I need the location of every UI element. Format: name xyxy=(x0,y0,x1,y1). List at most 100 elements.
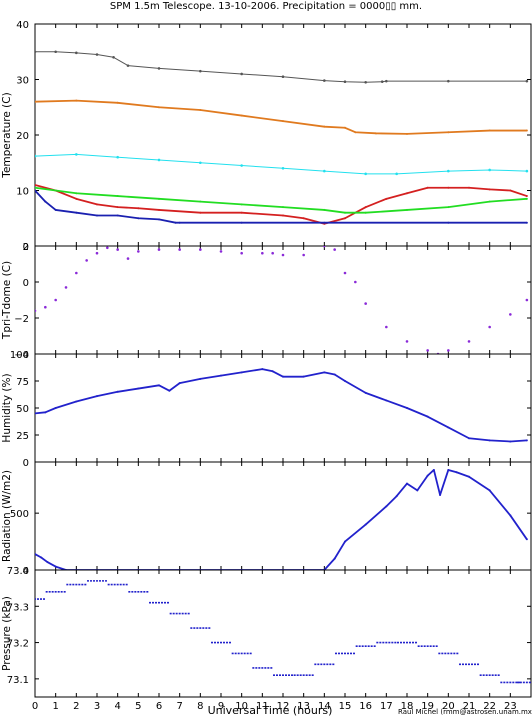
panel-5: 73.173.273.373.40 1 2 3 4 5 6 7 8 9 10 11 12 13 14 15 16… xyxy=(1,566,532,712)
data-point xyxy=(116,195,119,198)
y-tick-label: 73.4 xyxy=(7,566,29,577)
data-point xyxy=(158,106,160,109)
y-tick-label: −2 xyxy=(14,314,29,325)
data-point xyxy=(344,217,346,220)
plot-frame xyxy=(34,353,532,463)
data-point xyxy=(240,203,243,206)
y-tick-label: 0 xyxy=(23,566,29,577)
data-point xyxy=(158,208,160,211)
data-point xyxy=(95,53,99,56)
plot-frame xyxy=(34,461,532,571)
data-point xyxy=(447,221,450,224)
x-tick-label: 15 xyxy=(339,701,352,712)
data-point xyxy=(488,168,491,172)
data-point xyxy=(406,192,408,195)
data-point xyxy=(158,384,160,387)
data-point xyxy=(116,206,119,209)
series-red xyxy=(35,183,528,225)
data-point xyxy=(199,69,202,73)
data-point xyxy=(354,131,357,134)
x-tick-label: 0 xyxy=(32,701,38,712)
data-point xyxy=(406,407,408,409)
data-point xyxy=(116,101,119,104)
data-point xyxy=(282,375,284,378)
data-point xyxy=(343,80,347,84)
data-point xyxy=(116,248,119,251)
data-point xyxy=(447,468,450,471)
data-point xyxy=(354,280,357,284)
data-point xyxy=(344,126,346,129)
data-point xyxy=(35,50,37,54)
data-point xyxy=(509,189,512,192)
data-point xyxy=(333,557,336,560)
data-point xyxy=(271,251,274,255)
series-blue xyxy=(35,468,528,570)
x-tick-label: 6 xyxy=(156,701,162,712)
data-point xyxy=(426,474,429,477)
data-point xyxy=(455,471,458,474)
data-point xyxy=(385,505,388,508)
y-tick-label: 20 xyxy=(16,131,29,142)
data-point xyxy=(35,553,36,556)
data-point xyxy=(385,325,388,329)
y-tick-label: 73.2 xyxy=(7,639,29,650)
data-point xyxy=(426,186,429,189)
y-tick-label: 40 xyxy=(16,20,29,31)
data-point xyxy=(178,382,181,385)
data-point xyxy=(158,218,160,221)
y-axis-label: Pressure (kPa) xyxy=(1,596,13,671)
data-point xyxy=(302,253,305,257)
data-point xyxy=(54,208,57,211)
data-point xyxy=(380,80,384,84)
data-point xyxy=(271,370,274,373)
data-point xyxy=(281,75,285,79)
data-point xyxy=(447,349,450,352)
data-point xyxy=(199,161,202,165)
data-point xyxy=(44,305,47,309)
data-point xyxy=(364,172,367,176)
x-tick-label: 8 xyxy=(197,701,203,712)
data-point xyxy=(35,186,36,189)
data-point xyxy=(240,114,243,117)
data-point xyxy=(35,154,37,158)
data-point xyxy=(174,221,177,224)
data-point xyxy=(75,192,78,195)
data-point xyxy=(447,131,450,134)
data-point xyxy=(95,251,99,255)
data-point xyxy=(157,158,161,162)
series-line xyxy=(35,368,527,443)
x-tick-label: 12 xyxy=(277,701,290,712)
data-point xyxy=(416,489,419,492)
data-point xyxy=(364,211,367,214)
data-point xyxy=(406,482,408,485)
data-point xyxy=(178,248,181,251)
data-point xyxy=(75,211,78,214)
data-point xyxy=(364,302,367,305)
data-point xyxy=(525,129,528,132)
data-point xyxy=(54,565,57,568)
data-point xyxy=(323,371,326,374)
series-line xyxy=(35,51,527,83)
data-point xyxy=(75,400,78,403)
data-point xyxy=(116,214,119,217)
data-point xyxy=(525,298,529,302)
data-point xyxy=(96,395,98,398)
data-point xyxy=(199,200,202,203)
data-point xyxy=(323,221,326,224)
data-point xyxy=(525,79,529,83)
data-point xyxy=(35,183,36,186)
data-point xyxy=(240,164,243,167)
data-point xyxy=(116,155,119,159)
data-point xyxy=(525,439,528,442)
data-point xyxy=(158,197,160,200)
data-point xyxy=(343,271,347,275)
x-tick-label: 3 xyxy=(94,701,100,712)
data-point xyxy=(35,100,36,103)
data-point xyxy=(35,189,36,192)
data-point xyxy=(240,211,243,214)
data-point xyxy=(395,495,398,498)
data-point xyxy=(240,371,243,374)
data-point xyxy=(405,340,409,343)
